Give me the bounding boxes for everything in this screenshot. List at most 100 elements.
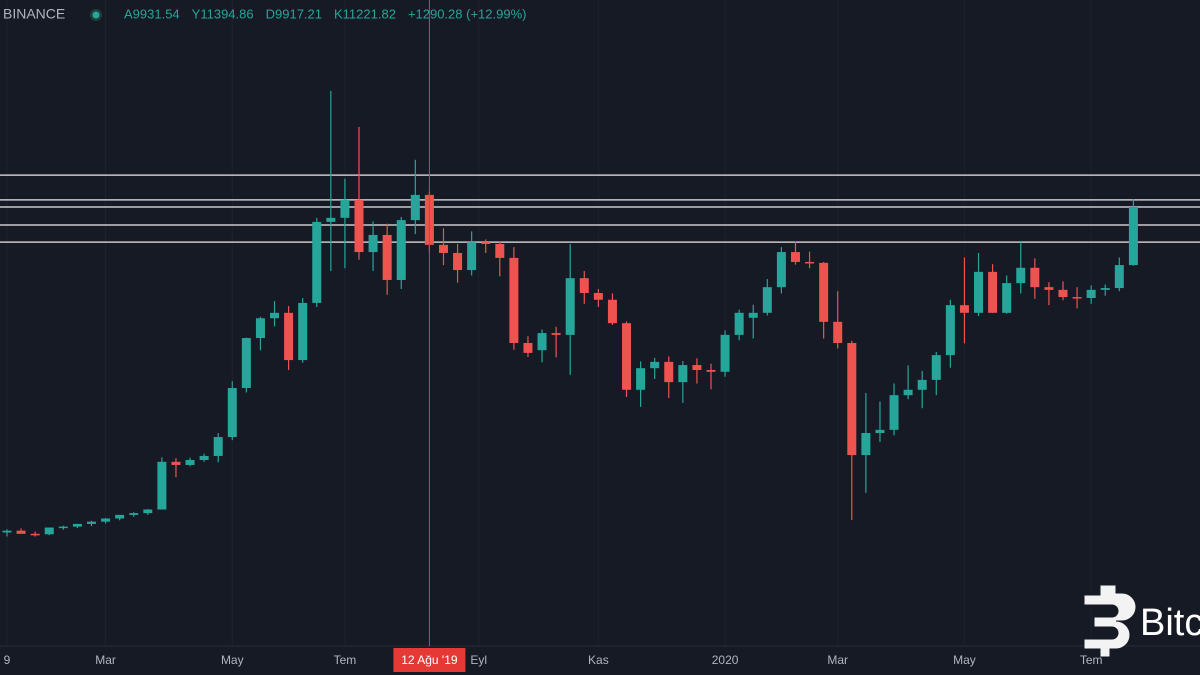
candle-body (945, 305, 955, 356)
candle (706, 363, 716, 390)
candle (664, 356, 674, 398)
candle (622, 321, 632, 397)
candle-body (326, 217, 336, 222)
candle-body (579, 278, 589, 294)
candle (805, 251, 815, 269)
candle-body (438, 244, 448, 253)
overlay: 12 Ağu '19 (393, 0, 466, 672)
candle (917, 370, 927, 409)
candle (776, 247, 786, 294)
candle (720, 330, 730, 377)
candle (101, 518, 111, 524)
candle-body (692, 365, 702, 370)
candle (410, 159, 420, 235)
candle-body (931, 355, 941, 380)
crosshair-label: 12 Ağu '19 (401, 653, 458, 667)
candle (537, 329, 547, 363)
candle-body (72, 523, 82, 527)
candle-body (551, 333, 561, 335)
candle (748, 304, 758, 339)
candle (875, 401, 885, 443)
candle (1058, 281, 1068, 301)
candle (368, 221, 378, 271)
candle-body (481, 242, 491, 244)
x-tick-label: Tem (1080, 653, 1103, 667)
candle (833, 291, 843, 349)
candle (227, 381, 237, 441)
candle (678, 360, 688, 403)
candle-body (1002, 283, 1012, 313)
candle (284, 306, 294, 370)
candle-body (819, 262, 829, 322)
candle-body (157, 461, 167, 510)
candle-body (1044, 287, 1054, 290)
candle (157, 457, 167, 510)
candle-body (720, 334, 730, 372)
candle-body (593, 293, 603, 300)
candle-body (453, 252, 463, 271)
ohlc-header: A9931.54 Y11394.86 D9917.21 K11221.82 +1290.… (124, 6, 526, 21)
candle-body (959, 305, 969, 313)
candle-body (298, 302, 308, 361)
candle-body (368, 234, 378, 253)
candle (86, 520, 96, 527)
candle-body (312, 221, 322, 303)
candle (44, 527, 54, 536)
candle-body (875, 429, 885, 434)
candle (523, 336, 533, 357)
ohlc-value: +1290.28 (+12.99%) (408, 6, 527, 21)
crosshair-label-box (393, 648, 466, 672)
candle-body (861, 433, 871, 456)
candle-body (917, 379, 927, 390)
candle-body (382, 234, 392, 280)
candle-body (185, 460, 195, 465)
candle (1044, 282, 1054, 306)
candle-body (143, 509, 153, 514)
candle (467, 231, 477, 276)
candles (2, 90, 1138, 537)
candle-body (537, 333, 547, 351)
candle (185, 457, 195, 467)
candle-body (762, 287, 772, 313)
ohlc-value: D9917.21 (266, 6, 322, 21)
candle-body (86, 521, 96, 524)
candle-body (115, 514, 125, 519)
candle-body (1128, 206, 1138, 266)
candle-body (129, 513, 139, 515)
candle-body (889, 395, 899, 430)
candle (199, 453, 209, 462)
x-tick-label: Mar (95, 653, 116, 667)
candle (143, 509, 153, 515)
candle (481, 239, 491, 253)
candle (326, 90, 336, 271)
candle-body (255, 318, 265, 339)
candle (270, 301, 280, 327)
candle (213, 433, 223, 463)
candle-body (622, 323, 632, 390)
candle (551, 326, 561, 358)
candle-body (523, 342, 533, 353)
candle (1030, 258, 1040, 299)
candle-body (678, 365, 688, 383)
candle-body (495, 243, 505, 258)
candle (593, 288, 603, 307)
candle-body (509, 257, 519, 343)
ohlc-value: Y11394.86 (192, 6, 254, 21)
candle-body (340, 199, 350, 218)
candle-body (903, 389, 913, 396)
candle (1100, 284, 1110, 296)
candle-body (1016, 267, 1026, 284)
candle (847, 340, 857, 520)
candle (819, 261, 829, 339)
candle (453, 243, 463, 283)
candle-body (284, 312, 294, 361)
candle (396, 216, 406, 289)
candle (16, 528, 26, 534)
candle-body (650, 361, 660, 369)
candle (1114, 257, 1124, 292)
candle-body (833, 321, 843, 343)
ohlc-value: K11221.82 (334, 6, 396, 21)
status-dot (92, 11, 100, 19)
candle-body (776, 252, 786, 288)
candle (72, 523, 82, 528)
